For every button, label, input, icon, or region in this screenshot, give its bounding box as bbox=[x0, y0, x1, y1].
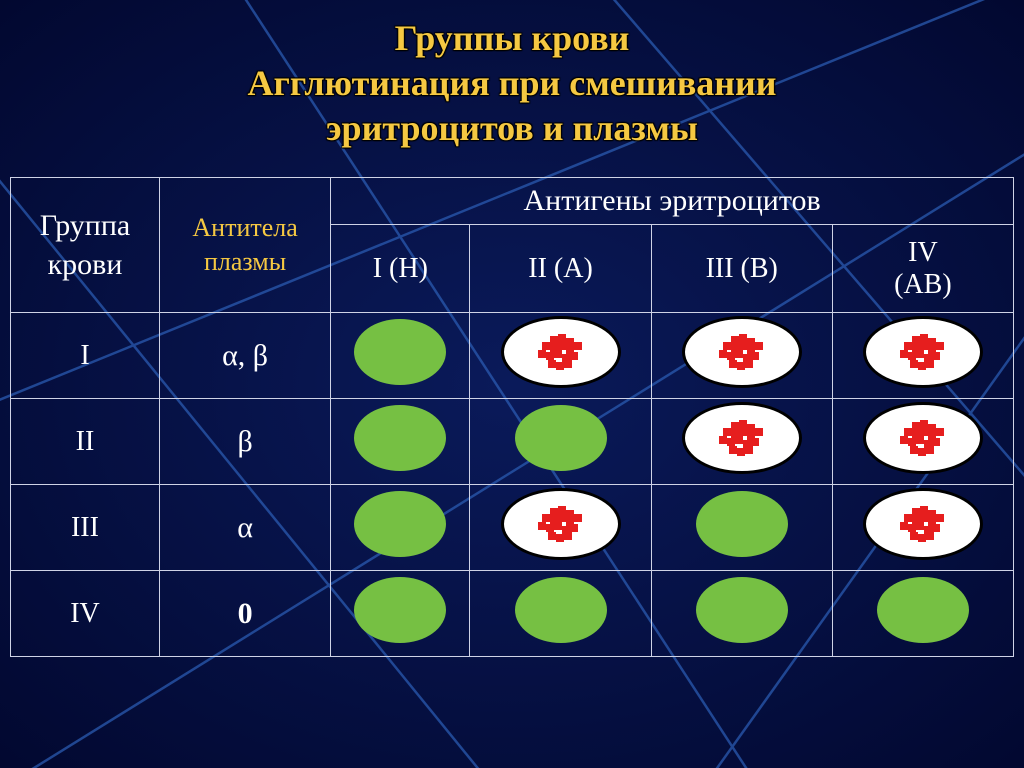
data-row: IV0 bbox=[11, 571, 1014, 657]
data-row: IIIα bbox=[11, 485, 1014, 571]
header-group: Группакрови bbox=[11, 178, 160, 313]
group-label: II bbox=[11, 399, 160, 485]
no-agglutination-cell bbox=[651, 485, 832, 571]
subheader-III: III (B) bbox=[651, 225, 832, 313]
data-row: IIβ bbox=[11, 399, 1014, 485]
agglutination-table-wrap: Группакрови Антителаплазмы Антигены эрит… bbox=[10, 177, 1014, 657]
group-label: I bbox=[11, 313, 160, 399]
antibody-label: β bbox=[159, 399, 330, 485]
agglutination-cell bbox=[832, 399, 1013, 485]
no-agglutination-cell bbox=[470, 571, 651, 657]
antibody-label: α, β bbox=[159, 313, 330, 399]
no-agglutination-icon bbox=[354, 491, 446, 557]
agglutination-icon bbox=[682, 402, 802, 474]
agglutination-icon bbox=[863, 402, 983, 474]
no-agglutination-icon bbox=[354, 319, 446, 385]
agglutination-cell bbox=[832, 485, 1013, 571]
header-antibodies: Антителаплазмы bbox=[159, 178, 330, 313]
subheader-I: I (H) bbox=[331, 225, 470, 313]
no-agglutination-icon bbox=[877, 577, 969, 643]
agglutination-icon bbox=[863, 316, 983, 388]
no-agglutination-cell bbox=[331, 399, 470, 485]
agglutination-cell bbox=[651, 313, 832, 399]
subheader-II: II (A) bbox=[470, 225, 651, 313]
antibody-label: α bbox=[159, 485, 330, 571]
title-line-1: Группы крови bbox=[30, 16, 994, 61]
title-line-2: Агглютинация при смешивании bbox=[30, 61, 994, 106]
no-agglutination-icon bbox=[515, 577, 607, 643]
agglutination-table: Группакрови Антителаплазмы Антигены эрит… bbox=[10, 177, 1014, 657]
agglutination-cell bbox=[832, 313, 1013, 399]
subheader-IV: IV(AB) bbox=[832, 225, 1013, 313]
no-agglutination-cell bbox=[832, 571, 1013, 657]
title-block: Группы крови Агглютинация при смешивании… bbox=[0, 0, 1024, 151]
no-agglutination-cell bbox=[651, 571, 832, 657]
agglutination-icon bbox=[501, 316, 621, 388]
agglutination-cell bbox=[470, 485, 651, 571]
no-agglutination-cell bbox=[470, 399, 651, 485]
agglutination-icon bbox=[863, 488, 983, 560]
header-antigens: Антигены эритроцитов bbox=[331, 178, 1014, 225]
group-label: IV bbox=[11, 571, 160, 657]
no-agglutination-cell bbox=[331, 313, 470, 399]
no-agglutination-icon bbox=[696, 491, 788, 557]
antibody-label: 0 bbox=[159, 571, 330, 657]
no-agglutination-icon bbox=[354, 405, 446, 471]
header-row-1: Группакрови Антителаплазмы Антигены эрит… bbox=[11, 178, 1014, 225]
no-agglutination-icon bbox=[354, 577, 446, 643]
agglutination-cell bbox=[470, 313, 651, 399]
data-row: Iα, β bbox=[11, 313, 1014, 399]
no-agglutination-cell bbox=[331, 571, 470, 657]
slide-content: Группы крови Агглютинация при смешивании… bbox=[0, 0, 1024, 657]
no-agglutination-cell bbox=[331, 485, 470, 571]
agglutination-icon bbox=[501, 488, 621, 560]
no-agglutination-icon bbox=[696, 577, 788, 643]
agglutination-cell bbox=[651, 399, 832, 485]
group-label: III bbox=[11, 485, 160, 571]
no-agglutination-icon bbox=[515, 405, 607, 471]
agglutination-icon bbox=[682, 316, 802, 388]
title-line-3: эритроцитов и плазмы bbox=[30, 106, 994, 151]
